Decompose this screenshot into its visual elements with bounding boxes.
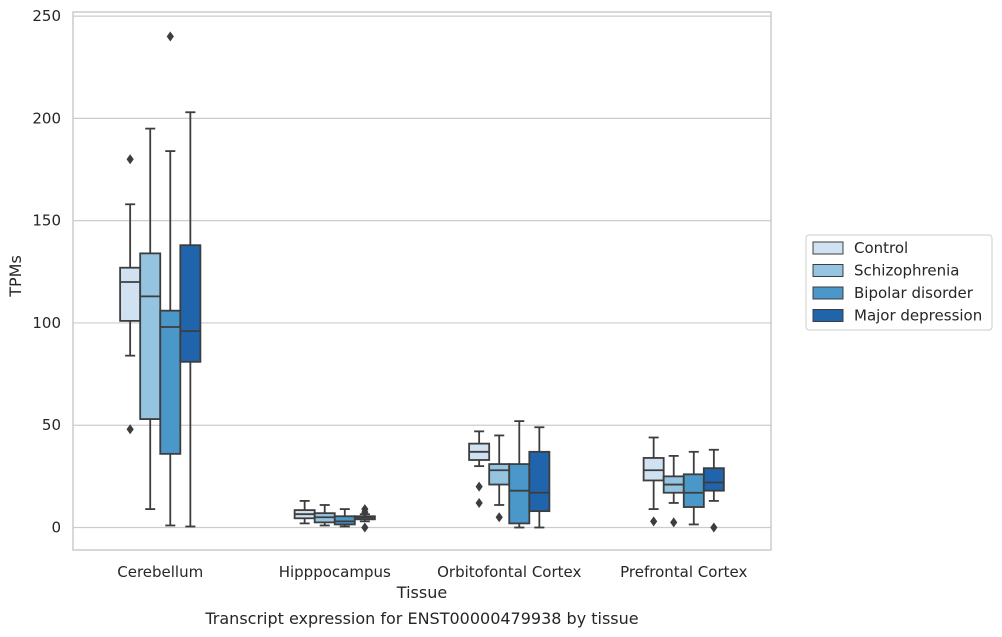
outlier-point [650,516,658,527]
outlier-point [361,507,369,518]
y-axis-ticks: 0 50 100 150 200 250 [32,7,61,536]
x-tick-label: Cerebellum [117,563,203,581]
legend-frame [805,234,993,331]
outlier-point [361,522,369,533]
legend-swatch [812,286,844,300]
outlier-point [166,31,174,42]
y-tick-label: 150 [32,212,61,230]
outlier-point [495,512,503,523]
box-iqr [508,463,531,525]
box-iqr [642,457,665,482]
x-tick-label: Hipppocampus [279,563,391,581]
box-iqr [488,463,511,486]
legend-label: Major depression [854,307,982,325]
outlier-point [670,517,678,528]
box-groups [119,31,725,533]
x-axis-ticks: Cerebellum Hipppocampus Orbitofontal Corte… [117,563,747,581]
box-major-depression [702,448,725,533]
box-major-depression [353,504,376,533]
box-schizophrenia [662,455,685,528]
x-tick-label: Prefrontal Cortex [620,563,747,581]
chart-caption: Transcript expression for ENST0000047993… [204,609,638,628]
legend-swatch [812,309,844,322]
outlier-point [475,481,483,492]
box-control [119,154,142,435]
plot-area [72,11,772,551]
box-iqr [702,467,725,492]
legend-swatch [812,241,844,255]
y-tick-label: 50 [42,416,61,434]
box-iqr [139,252,162,420]
box-iqr [528,450,551,513]
y-tick-label: 0 [51,518,61,536]
box-schizophrenia [488,434,511,523]
y-tick-label: 250 [32,7,61,25]
outlier-point [475,497,483,508]
box-iqr [159,309,182,455]
box-bipolar-disorder [333,508,356,528]
box-control [468,430,491,508]
outlier-point [126,154,134,165]
outlier-point [126,424,134,435]
box-iqr [682,473,705,508]
x-axis-title: Tissue [396,583,447,602]
x-tick-label: Orbitofontal Cortex [437,563,581,581]
box-iqr [179,244,202,363]
box-bipolar-disorder [159,31,182,527]
legend-label: Control [854,239,908,257]
legend-swatch [812,264,844,277]
box-major-depression [179,111,202,528]
y-tick-label: 100 [32,314,61,332]
box-iqr [119,266,142,322]
legend-label: Schizophrenia [854,262,959,280]
box-iqr [333,515,356,526]
box-control [642,436,665,527]
legend: Control Schizophrenia Bipolar disorder Majo… [805,234,993,331]
box-control [293,500,316,525]
y-tick-label: 200 [32,109,61,127]
outlier-point [710,522,718,533]
y-axis-title: TPMs [6,255,25,298]
box-major-depression [528,426,551,529]
legend-label: Bipolar disorder [854,284,974,302]
